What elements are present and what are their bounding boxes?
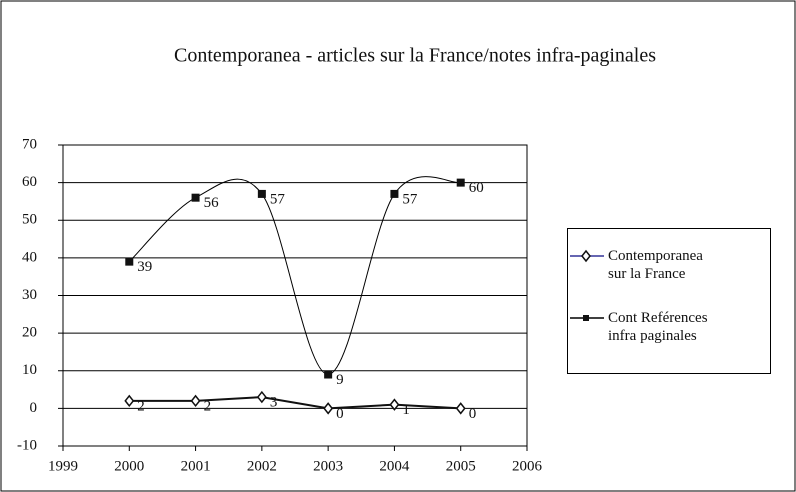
data-label: 9 — [336, 372, 344, 388]
x-tick-label: 2001 — [181, 458, 211, 474]
y-tick-label: 20 — [22, 325, 37, 341]
series-line — [129, 396, 461, 410]
marker — [455, 402, 466, 415]
data-label: 0 — [469, 406, 477, 422]
x-tick-label: 2006 — [512, 458, 543, 474]
data-label: 3 — [270, 395, 278, 411]
legend-marker — [583, 315, 589, 321]
legend-icon — [570, 315, 604, 321]
y-tick-label: 40 — [22, 249, 37, 265]
marker — [323, 402, 334, 415]
marker — [390, 189, 399, 198]
x-tick-label: 2000 — [114, 458, 144, 474]
legend-marker — [581, 249, 591, 263]
x-tick-label: 2005 — [446, 458, 476, 474]
data-label: 39 — [137, 259, 152, 275]
marker — [256, 390, 267, 404]
marker — [191, 193, 200, 202]
x-tick-label: 1999 — [48, 458, 78, 474]
y-tick-label: 10 — [22, 362, 37, 378]
marker — [456, 178, 465, 187]
data-label: 2 — [204, 398, 212, 414]
y-tick-label: 50 — [22, 212, 37, 228]
y-tick-label: 60 — [22, 174, 37, 190]
marker — [190, 394, 201, 408]
data-label: 57 — [270, 191, 286, 207]
data-label: 0 — [336, 406, 344, 422]
plot-border — [62, 144, 528, 447]
legend-item: Contemporanea sur la France — [568, 247, 716, 283]
x-tick-label: 2004 — [379, 458, 410, 474]
y-tick-label: -10 — [17, 437, 37, 453]
legend-label: Cont Reférences infra paginales — [608, 310, 708, 344]
x-tick-label: 2003 — [313, 458, 343, 474]
data-label: 1 — [402, 402, 410, 418]
legend-label: Contemporanea sur la France — [608, 248, 703, 282]
y-tick-label: 70 — [22, 136, 37, 152]
data-label: 60 — [469, 180, 484, 196]
x-tick-label: 2002 — [247, 458, 277, 474]
y-tick-label: 30 — [22, 287, 37, 303]
marker — [125, 257, 134, 266]
data-label: 2 — [137, 398, 145, 414]
marker — [257, 189, 266, 198]
y-tick-label: 0 — [30, 400, 38, 416]
data-label: 56 — [204, 195, 220, 211]
marker — [324, 370, 333, 379]
data-label: 57 — [402, 191, 418, 207]
legend: Contemporanea sur la France Cont Reférenc… — [567, 228, 771, 374]
marker — [124, 394, 135, 408]
legend-item: Cont Reférences infra paginales — [568, 309, 716, 345]
marker — [389, 398, 400, 411]
legend-icon — [570, 249, 604, 263]
chart-title: Contemporanea - articles sur la France/n… — [174, 45, 656, 67]
